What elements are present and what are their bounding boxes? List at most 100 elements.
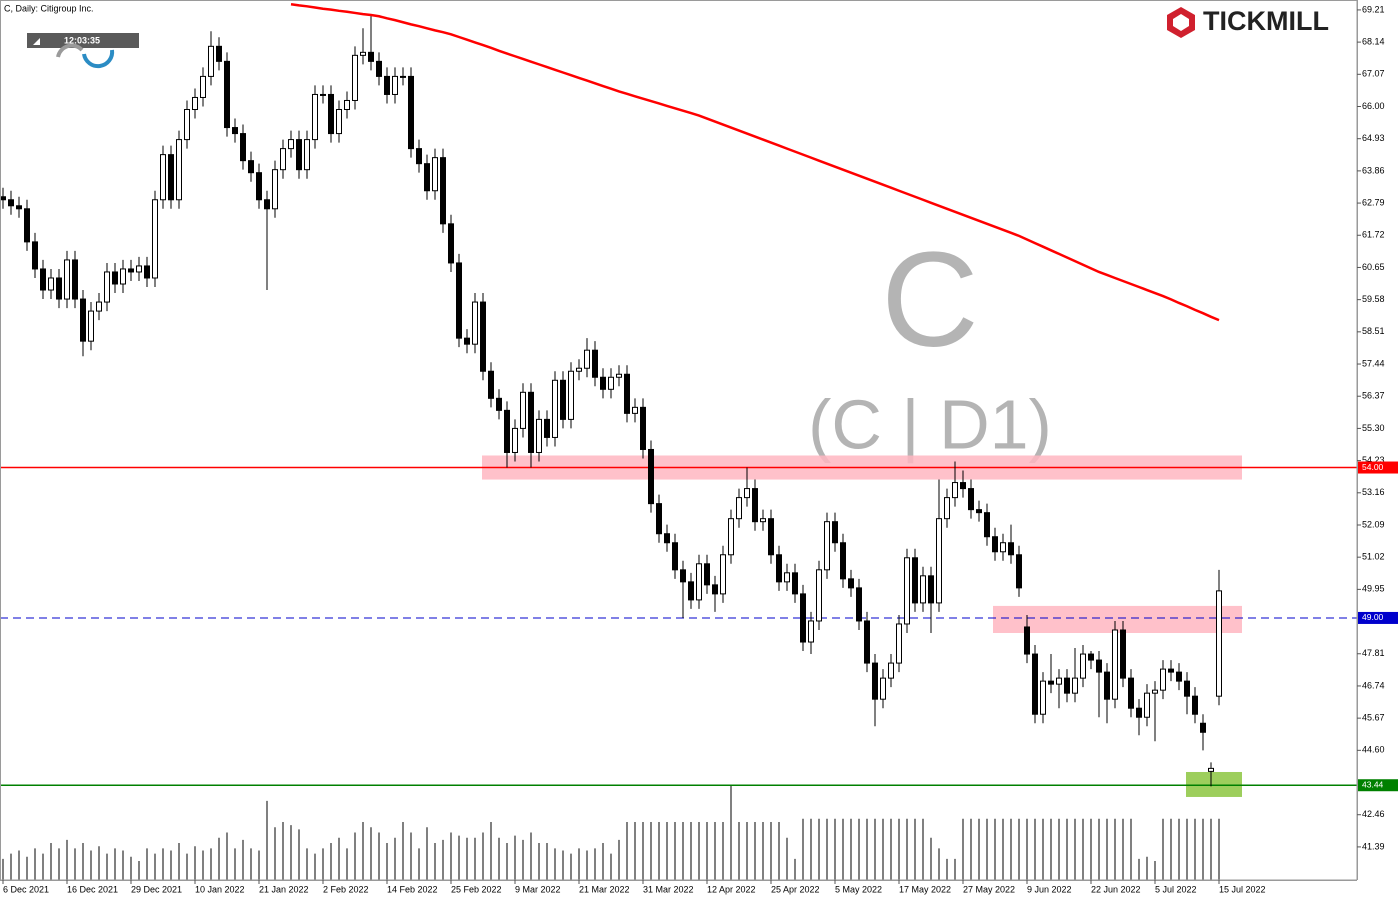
candle-body [976,509,982,514]
clock: 12:03:35 [64,35,100,45]
logo-arc [56,43,84,58]
candle-body [1016,554,1022,589]
candle-body [392,75,398,95]
candle-body [600,376,606,390]
candle-body [592,349,598,378]
candle-body [1144,692,1150,718]
y-tick-label: 56.37 [1362,391,1385,401]
candle-body [1152,689,1158,694]
candle-body [152,199,158,279]
candle-body [856,587,862,622]
candle-body [1216,590,1222,697]
watermark-symbol: C [881,224,979,375]
candle-body [376,60,382,77]
y-tick-label: 68.14 [1362,36,1385,46]
x-tick-label: 21 Mar 2022 [579,884,630,894]
zone [1186,771,1242,797]
candle-body [176,139,182,201]
candle-body [680,569,686,583]
logo-arc [82,49,115,69]
candle-body [744,488,750,499]
candle-body [1096,659,1102,673]
candle-body [328,93,334,135]
level-tag [1358,611,1398,624]
y-tick-label: 47.81 [1362,648,1385,658]
candle-body [1184,680,1190,697]
candle-body [48,277,54,291]
candle-body [40,268,46,291]
candle-body [320,93,326,96]
candle-body [424,163,430,192]
moving-average [290,2,1220,322]
candle-body [992,536,998,553]
candle-body [512,427,518,453]
x-tick-label: 21 Jan 2022 [259,884,309,894]
candle-body [504,409,510,453]
y-tick-label: 42.46 [1362,809,1385,819]
clock-icon [33,38,40,45]
candle-body [240,133,246,162]
x-tick-label: 10 Jan 2022 [195,884,245,894]
candle-body [904,557,910,625]
x-tick-label: 9 Jun 2022 [1027,884,1072,894]
candle-body [1112,629,1118,700]
x-tick-label: 31 Mar 2022 [643,884,694,894]
candle-body [312,93,318,141]
candle-body [280,148,286,171]
y-tick-label: 60.65 [1362,262,1385,272]
candle-body [448,223,454,264]
candle-body [568,370,574,420]
y-tick-label: 49.95 [1362,584,1385,594]
candle-body [368,51,374,62]
candle-body [936,518,942,604]
candle-body [608,376,614,390]
candle-body [1088,653,1094,661]
candle-body [920,575,926,604]
candle-body [1168,668,1174,673]
clock-box [27,33,139,48]
candle-body [24,208,30,243]
candle-body [96,301,102,312]
candle-body [888,662,894,679]
candle-body [200,75,206,98]
candle-body [776,554,782,583]
y-tick-label: 53.16 [1362,487,1385,497]
candle-body [728,518,734,556]
y-tick-label: 62.79 [1362,197,1385,207]
candle-body [184,109,190,141]
candle-body [544,418,550,438]
axis-bg [0,880,1400,900]
candle-body [768,518,774,556]
candle-body [408,75,414,150]
candle-body [712,584,718,595]
x-tick-label: 16 Dec 2021 [67,884,118,894]
candle-body [496,397,502,411]
candle-body [336,109,342,135]
x-tick-label: 5 May 2022 [835,884,882,894]
candle-body [104,271,110,303]
zone [993,605,1242,633]
candle-body [112,271,118,285]
candle-body [400,75,406,78]
y-tick-label: 57.44 [1362,358,1385,368]
candle-body [584,349,590,369]
level-tag [1358,461,1398,474]
candle-body [520,391,526,429]
candle-body [704,563,710,586]
y-tick-label: 46.74 [1362,680,1385,690]
candle-body [952,482,958,499]
candle-body [192,96,198,111]
candle-body [1024,626,1030,655]
candle-body [944,497,950,520]
candle-body [792,572,798,595]
y-tick-label: 67.07 [1362,69,1385,79]
candle-body [0,196,6,201]
candle-body [440,157,446,225]
candle-body [552,379,558,438]
candle-body [984,512,990,538]
y-tick-label: 64.93 [1362,133,1385,143]
candle-body [32,241,38,270]
y-tick-label: 41.39 [1362,841,1385,851]
